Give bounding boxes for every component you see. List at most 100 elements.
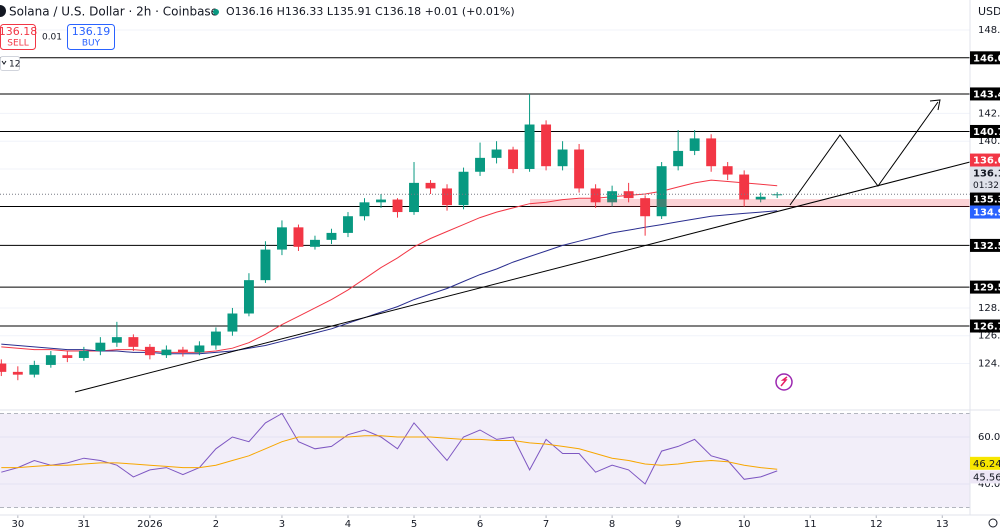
sell-button[interactable] [0,24,36,50]
candle-body [343,216,353,233]
buy-button[interactable] [67,24,115,50]
x-tick-label: 8 [609,519,615,530]
price-label: 140.7 [973,127,1000,138]
x-tick-label: 9 [675,519,681,530]
candle-body [293,227,304,247]
icon-bolt [780,376,788,387]
axis-background [970,0,1000,532]
candle-body [425,182,436,189]
x-tick-label: 30 [11,519,24,530]
x-tick-label: 7 [543,519,549,530]
marks [0,57,970,485]
x-tick-label: 4 [345,519,351,530]
candle-body [508,149,519,169]
price-label-box [970,153,1000,167]
candle-body [574,149,585,189]
countdown: 01:32 [973,181,999,191]
candle-body [673,150,684,167]
series-line [1,412,778,485]
candle-body [95,342,106,352]
price-label-box [970,205,1000,219]
price-label: 126.7 [973,322,1000,333]
projection-path [789,101,939,206]
x-tick-label: 6 [477,519,483,530]
rsi-band [0,413,970,508]
candle-body [194,345,205,353]
candle-body [326,232,337,240]
panes [0,0,970,532]
candle-body [607,191,618,203]
candle-body [161,349,172,356]
candle-body [78,351,89,358]
candle-body [45,355,56,365]
candle-body [491,149,502,158]
candle-body [260,249,271,281]
y-tick-label: 40.00 [978,479,1000,490]
symbol-logo [0,5,6,17]
sell-price: 136.18 [0,25,37,38]
x-tick-label: 11 [804,519,817,530]
price-label-box [970,319,1000,333]
y-tick-label: 128.00 [978,303,1000,314]
price-label-box [970,87,1000,101]
series-line [1,179,778,353]
candle-body [29,364,40,375]
y-tick-label: 142.00 [978,108,1000,119]
price-label: 132.5 [973,241,1000,252]
x-tick-label: 12 [870,519,883,530]
candle-body [210,331,221,346]
price-label: 136.0 [973,156,1000,167]
candle-body [277,227,287,250]
currency: USD [978,5,1000,18]
candle-body [111,337,122,343]
candle-body [12,371,23,375]
candle-body [557,149,568,167]
candle-body [442,188,452,206]
sell-label: SELL [7,39,28,49]
candle-body [590,188,601,203]
series-line [1,210,778,355]
header: Solana / U.S. Dollar · 2h · Coinbase O13… [0,0,515,71]
trend-line [74,161,971,393]
buy-price: 136.19 [72,25,111,38]
ohlc: O136.16 H136.33 L135.91 C136.18 +0.01 (+… [226,5,515,18]
candle-body [392,199,403,213]
candle-body [640,198,651,217]
price-label: 143.4 [973,89,1000,100]
y-tick-label: 124.00 [978,359,1000,370]
candle-body [689,138,700,151]
replay-icon[interactable] [775,373,793,391]
x-tick-label: 13 [936,519,949,530]
last-value-box [970,470,1000,484]
drawings [74,99,971,393]
candle-body [524,124,535,169]
indicator-count: 12 [9,60,20,70]
spread: 0.01 [42,33,62,43]
buy-label: BUY [82,39,101,49]
price-label: 134.9 [973,208,1000,219]
series-line [1,435,778,470]
x-tick-label: 2026 [137,519,162,530]
candle-body [623,191,634,199]
symbol-title: Solana / U.S. Dollar · 2h · Coinbase [9,5,218,19]
settings-icon[interactable] [988,518,998,528]
last-value-label: 45.56 [973,472,1000,483]
price-label-box [970,238,1000,252]
last-value-label: 46.24 [973,459,1000,470]
candle-body [755,196,766,200]
indicator-toggle[interactable] [0,56,20,71]
x-tick-label: 31 [77,519,90,530]
chevron [1,60,7,65]
price-label: 135.3 [973,195,1000,206]
projection-arrowhead [929,99,941,111]
y-tick-label: 126.00 [978,331,1000,342]
background [0,0,970,532]
candle-body [144,346,155,356]
y-tick-label: 140.00 [978,136,1000,147]
candle-body [376,199,386,203]
candle-body [359,202,370,217]
market-status [213,9,219,15]
